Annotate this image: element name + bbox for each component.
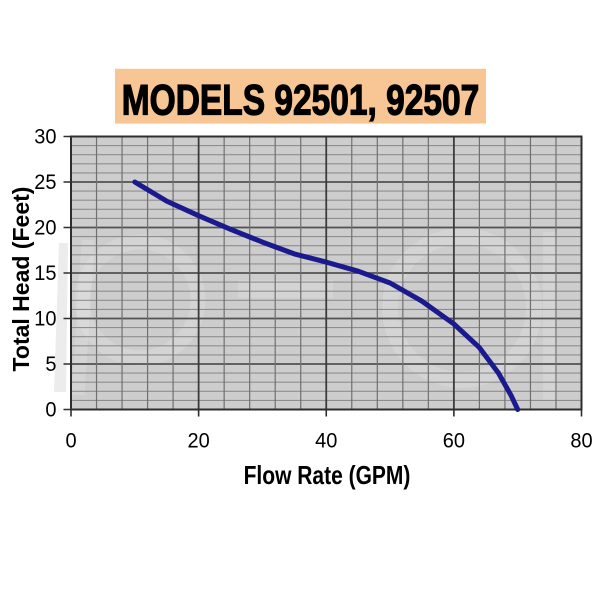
svg-text:0: 0 [65,429,76,453]
svg-text:30: 30 [34,125,56,149]
svg-text:10: 10 [34,307,56,331]
svg-text:25: 25 [34,170,56,194]
svg-text:20: 20 [187,429,209,453]
svg-text:20: 20 [34,216,56,240]
svg-text:60: 60 [443,429,465,453]
svg-text:Total Head (Feet): Total Head (Feet) [8,187,34,372]
svg-text:0: 0 [45,398,56,422]
svg-text:80: 80 [570,429,592,453]
svg-text:MODELS 92501, 92507: MODELS 92501, 92507 [122,77,479,125]
svg-text:40: 40 [315,429,337,453]
svg-text:5: 5 [45,352,56,376]
svg-text:Flow Rate (GPM): Flow Rate (GPM) [244,461,411,491]
svg-text:15: 15 [34,261,56,285]
